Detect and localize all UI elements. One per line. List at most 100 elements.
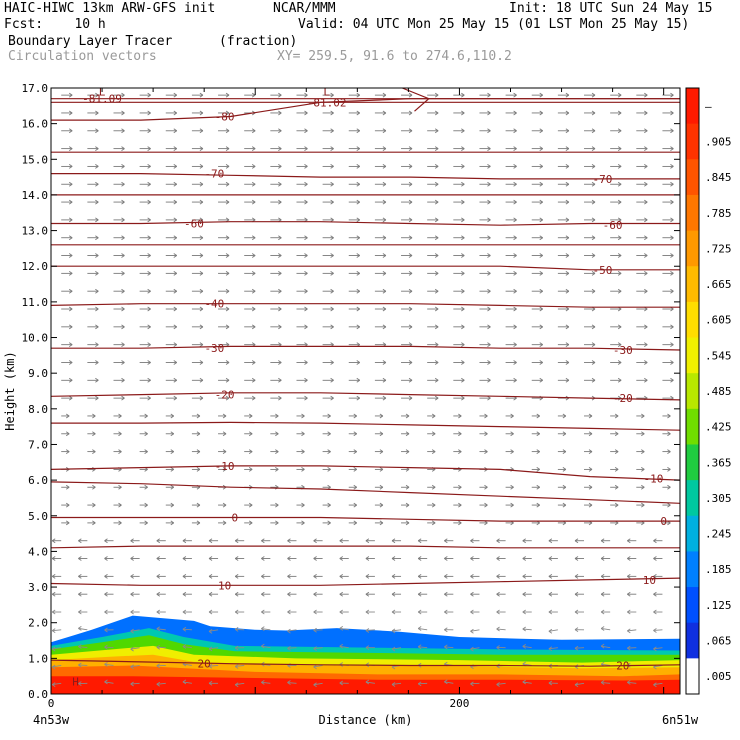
colorbar: – .905 .845 .785 .725 .665 .605 .545 .485 .425 .36…: [685, 87, 732, 695]
colorbar-swatch: [686, 230, 699, 267]
vector-arrowhead: [644, 181, 648, 187]
contour-label: -40: [204, 298, 224, 311]
vector-arrowhead: [330, 306, 334, 312]
contour-label: -10: [215, 460, 235, 473]
vector-arrowhead: [261, 626, 265, 631]
vector-arrow: [52, 665, 62, 668]
vector-arrowhead: [487, 360, 491, 365]
vector-arrowhead: [68, 306, 73, 312]
vector-arrowhead: [591, 288, 596, 294]
vector-arrow: [235, 682, 245, 686]
vector-arrowhead: [156, 663, 161, 669]
y-tick-label: 3.0: [28, 581, 48, 594]
vector-arrowhead: [251, 270, 256, 276]
vector-arrowhead: [225, 110, 230, 116]
vector-arrowhead: [222, 413, 227, 419]
vector-arrowhead: [147, 270, 151, 276]
vector-arrowhead: [461, 128, 465, 134]
vector-arrowhead: [225, 306, 230, 312]
vector-arrowhead: [278, 164, 282, 169]
vector-arrowhead: [591, 217, 596, 223]
vector-arrowhead: [548, 591, 553, 597]
vector-arrowhead: [147, 342, 151, 348]
vector-arrowhead: [487, 92, 491, 98]
contour-label: 20: [198, 658, 211, 671]
vector-arrowhead: [565, 199, 570, 205]
vector-arrowhead: [173, 342, 178, 348]
vector-arrowhead: [356, 217, 361, 223]
vector-arrowhead: [68, 217, 73, 223]
vector-arrowhead: [130, 609, 134, 615]
colorbar-swatch: [686, 159, 699, 196]
vector-arrowhead: [539, 324, 543, 330]
y-tick-label: 17.0: [22, 82, 49, 95]
contour-label: -30: [204, 342, 224, 355]
vector-arrowhead: [614, 484, 619, 490]
vector-arrowhead: [574, 682, 579, 688]
vector-arrow: [653, 629, 663, 631]
vector-arrowhead: [496, 556, 500, 561]
vector-arrowhead: [225, 395, 230, 401]
vector-arrowhead: [156, 609, 161, 615]
vector-arrowhead: [539, 146, 543, 151]
vector-arrowhead: [487, 235, 491, 241]
vector-arrowhead: [304, 199, 308, 205]
vector-arrowhead: [278, 270, 282, 276]
vector-arrow: [418, 628, 428, 631]
vector-arrowhead: [173, 92, 178, 98]
vector-arrowhead: [261, 573, 265, 579]
vector-arrow: [444, 646, 454, 649]
y-tick-label: 14.0: [22, 189, 49, 202]
vector-arrowhead: [78, 609, 82, 615]
vector-arrowhead: [365, 556, 370, 561]
colorbar-label: .425: [705, 421, 732, 434]
y-tick-label: 5.0: [28, 510, 48, 523]
vector-arrowhead: [391, 628, 396, 634]
vector-arrowhead: [484, 449, 488, 454]
vector-arrowhead: [470, 591, 474, 597]
vector-arrowhead: [173, 253, 178, 258]
vector-arrowhead: [458, 502, 462, 508]
vector-arrowhead: [147, 217, 151, 223]
vector-arrowhead: [65, 484, 70, 490]
vector-arrowhead: [170, 484, 175, 490]
vector-arrowhead: [278, 235, 282, 241]
vector-arrowhead: [251, 324, 256, 330]
vector-arrowhead: [627, 679, 631, 685]
vector-arrowhead: [278, 377, 282, 383]
vector-arrowhead: [405, 502, 410, 508]
contour-label: -20: [613, 392, 633, 405]
vector-arrowhead: [434, 164, 439, 169]
vector-arrowhead: [95, 181, 99, 187]
vector-arrowhead: [562, 431, 567, 437]
vector-arrowhead: [121, 164, 125, 169]
vector-arrowhead: [600, 556, 605, 561]
y-tick-label: 1.0: [28, 652, 48, 665]
colorbar-label: .665: [705, 278, 732, 291]
vector-arrowhead: [653, 591, 657, 597]
vector-arrowhead: [353, 413, 358, 419]
vector-arrowhead: [644, 288, 648, 294]
vector-arrowhead: [382, 377, 387, 383]
vector-arrowhead: [330, 110, 334, 116]
vector-arrowhead: [173, 110, 178, 116]
vector-arrowhead: [330, 199, 334, 205]
vector-arrowhead: [434, 146, 439, 151]
vector-arrowhead: [95, 199, 99, 205]
vector-arrowhead: [68, 110, 73, 116]
vector-arrowhead: [170, 413, 175, 419]
vector-arrowhead: [408, 146, 413, 151]
vector-arrowhead: [170, 502, 175, 508]
vector-arrowhead: [600, 626, 605, 631]
vector-arrowhead: [68, 270, 73, 276]
y-tick-label: 8.0: [28, 403, 48, 416]
vector-arrowhead: [644, 217, 648, 223]
vector-arrowhead: [261, 556, 265, 561]
vector-arrowhead: [484, 413, 488, 419]
colorbar-label: .785: [705, 207, 732, 220]
vector-arrow: [391, 629, 402, 632]
vector-arrowhead: [92, 502, 96, 508]
vector-arrowhead: [417, 556, 422, 561]
temperature-contour: [51, 516, 680, 522]
contour-label: 10: [643, 574, 656, 587]
